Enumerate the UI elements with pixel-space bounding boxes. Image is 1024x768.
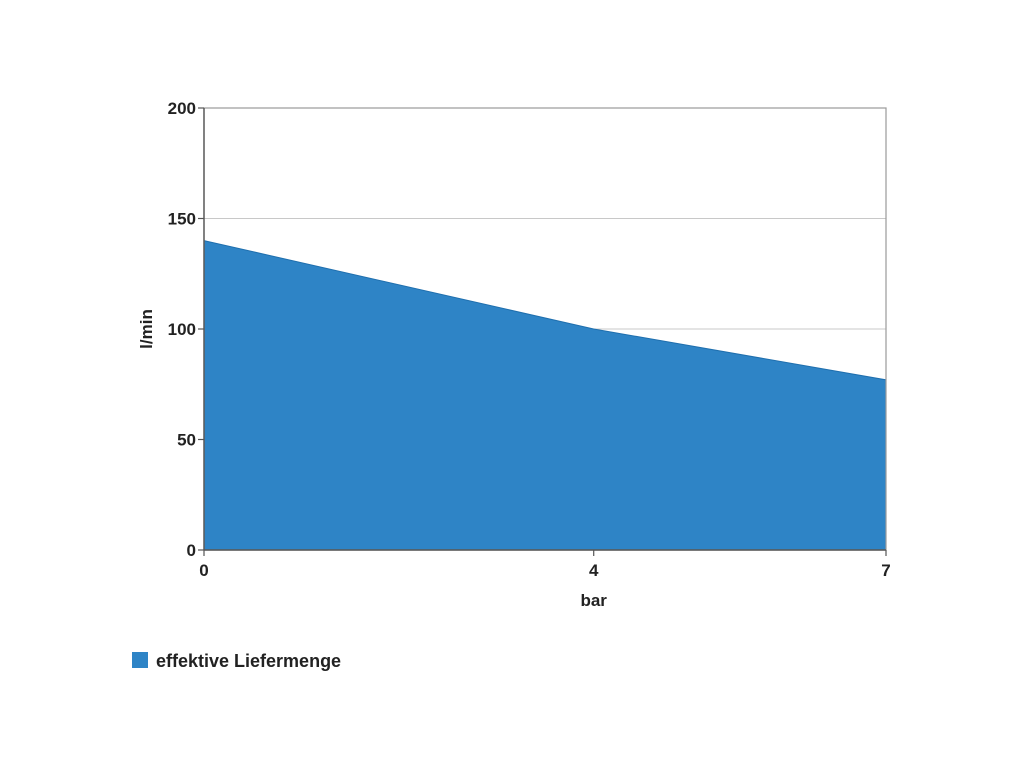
y-tick-label: 0 [187, 541, 196, 560]
x-axis-title: bar [580, 591, 607, 610]
x-tick-labels: 0 4 7 [199, 561, 890, 580]
y-tick-label: 200 [168, 99, 196, 118]
legend-label: effektive Liefermenge [156, 651, 341, 671]
y-axis-title: l/min [137, 309, 156, 349]
legend: effektive Liefermenge [132, 651, 341, 671]
legend-swatch [132, 652, 148, 668]
axes [198, 107, 887, 556]
y-tick-label: 50 [177, 431, 196, 450]
series-area [203, 239, 887, 551]
y-tick-labels: 0 50 100 150 200 [168, 99, 196, 560]
y-tick-label: 100 [168, 320, 196, 339]
x-tick-label: 4 [589, 561, 599, 580]
x-tick-label: 7 [881, 561, 890, 580]
x-tick-label: 0 [199, 561, 208, 580]
y-tick-label: 150 [168, 210, 196, 229]
